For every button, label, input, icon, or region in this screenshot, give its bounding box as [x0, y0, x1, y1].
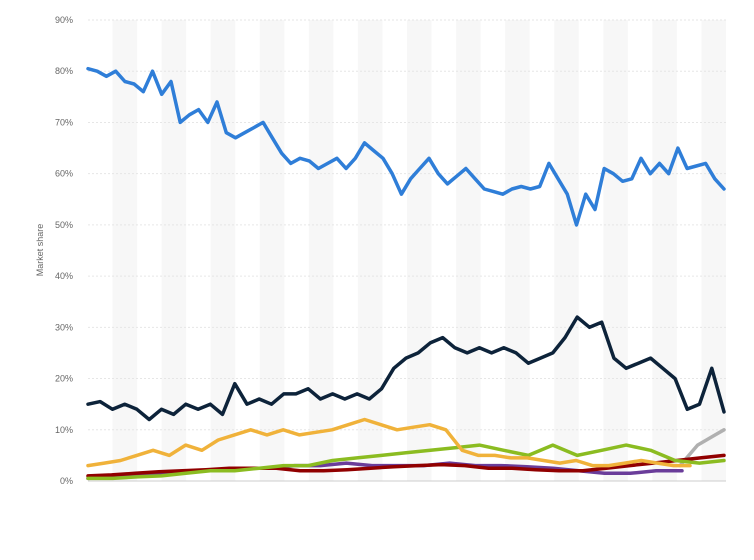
column-band	[456, 20, 481, 481]
column-band	[407, 20, 432, 481]
series-line-2	[86, 315, 726, 422]
column-bands	[112, 20, 726, 481]
y-tick-label: 20%	[55, 374, 73, 384]
column-band	[308, 20, 334, 481]
column-band	[652, 20, 677, 481]
y-tick-label: 0%	[60, 476, 73, 486]
y-tick-label: 90%	[55, 15, 73, 25]
y-tick-label: 70%	[55, 117, 73, 127]
column-band	[505, 20, 530, 481]
y-tick-label: 40%	[55, 271, 73, 281]
y-tick-label: 10%	[55, 425, 73, 435]
series-line-5	[86, 453, 726, 478]
column-band	[357, 20, 383, 481]
series-line-1	[86, 66, 726, 227]
y-tick-label: 80%	[55, 66, 73, 76]
y-tick-label: 50%	[55, 220, 73, 230]
column-band	[112, 20, 138, 481]
y-tick-label: 60%	[55, 169, 73, 179]
y-axis-tick-labels: 0% 10% 20% 30% 40% 50% 60% 70% 80% 90%	[55, 15, 73, 486]
y-axis-label: Market share	[35, 224, 45, 277]
column-band	[603, 20, 628, 481]
series-lines	[86, 66, 726, 481]
series-line-7	[678, 428, 726, 468]
series-line-4	[86, 443, 726, 481]
column-band	[554, 20, 579, 481]
gridlines	[88, 19, 726, 482]
series-line-3	[86, 417, 692, 468]
column-band	[259, 20, 285, 481]
y-tick-label: 30%	[55, 322, 73, 332]
column-band	[210, 20, 236, 481]
